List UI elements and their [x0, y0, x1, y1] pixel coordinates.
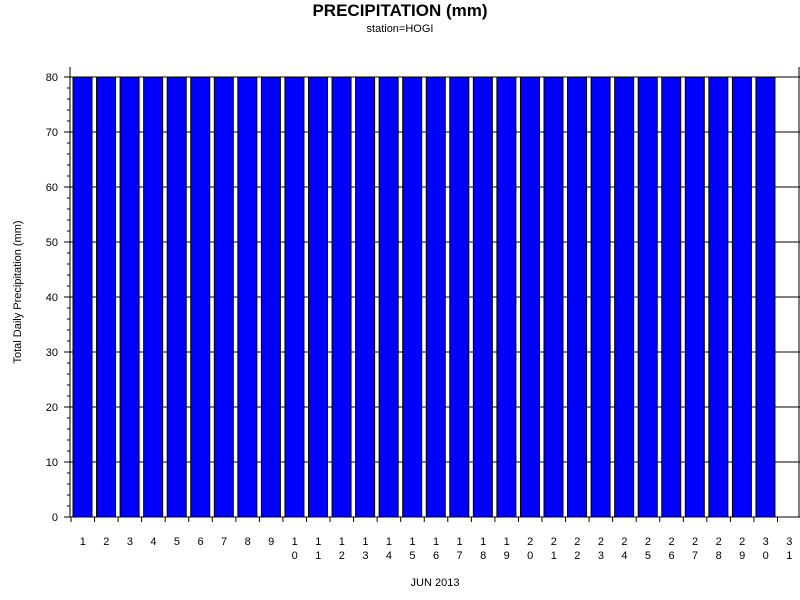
y-axis-label: Total Daily Precipitation (mm): [12, 220, 24, 363]
bars: [72, 76, 776, 518]
bar: [143, 76, 164, 518]
bar: [590, 76, 611, 518]
bar: [355, 76, 376, 518]
bar: [378, 76, 399, 518]
y-tick-label: 50: [46, 237, 58, 249]
bar: [543, 76, 564, 518]
bar: [213, 76, 234, 518]
bar: [755, 76, 776, 518]
x-tick-label: 8: [245, 536, 251, 548]
y-tick-label: 30: [46, 347, 58, 359]
x-tick-label: 1: [80, 536, 86, 548]
bar: [72, 76, 93, 518]
x-tick-label: 9: [268, 536, 274, 548]
chart-title: PRECIPITATION (mm): [312, 1, 488, 20]
bar: [684, 76, 705, 518]
y-tick-label: 70: [46, 127, 58, 139]
bar: [731, 76, 752, 518]
bar: [308, 76, 328, 518]
bar: [661, 76, 682, 518]
x-tick-label: 6: [197, 536, 203, 548]
bar: [119, 76, 140, 518]
chart-subtitle: station=HOGI: [366, 23, 434, 35]
bar: [449, 76, 470, 518]
bar: [237, 76, 258, 518]
x-tick-label: 4: [150, 536, 156, 548]
bar: [190, 76, 211, 518]
bar: [331, 76, 352, 518]
bar: [96, 76, 117, 518]
x-axis-label: JUN 2013: [411, 577, 460, 589]
bar: [708, 76, 729, 518]
bar: [472, 76, 493, 518]
bar: [402, 76, 423, 518]
x-tick-label: 7: [221, 536, 227, 548]
x-tick-label: 2: [103, 536, 109, 548]
x-tick-label: 3: [127, 536, 133, 548]
y-tick-label: 20: [46, 402, 58, 414]
bar: [614, 76, 635, 518]
bar: [284, 76, 305, 518]
bar: [637, 76, 658, 518]
y-tick-label: 60: [46, 182, 58, 194]
y-tick-label: 0: [52, 512, 58, 524]
y-tick-label: 40: [46, 292, 58, 304]
x-tick-label: 5: [174, 536, 180, 548]
bar: [166, 76, 187, 518]
bar: [496, 76, 517, 518]
bar: [567, 76, 588, 518]
bar: [519, 76, 540, 518]
y-tick-label: 80: [46, 72, 58, 84]
bar: [425, 76, 446, 518]
bar: [260, 76, 281, 518]
y-tick-label: 10: [46, 457, 58, 469]
